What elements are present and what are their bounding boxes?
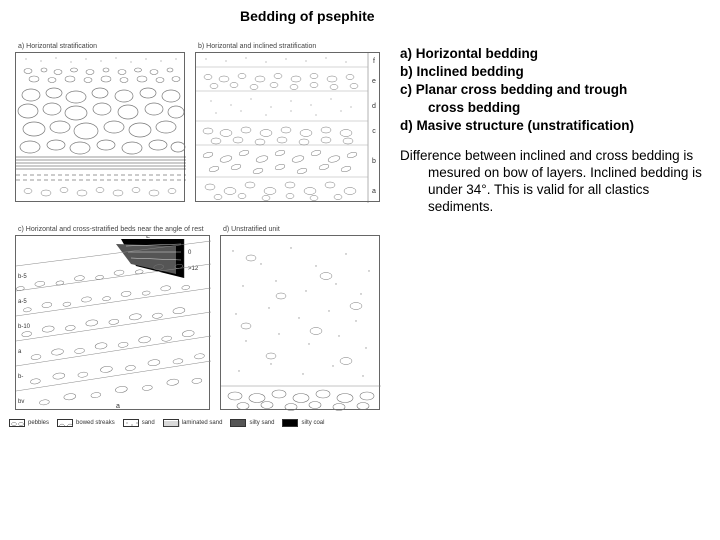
legend-pebbles: pebbles [9,419,49,427]
legend-silty-sand: silty sand [230,419,274,427]
svg-text:a: a [116,403,120,410]
panel-d: d) Unstratified unit [220,235,380,410]
panel-b-caption: b) Horizontal and inclined stratificatio… [198,43,316,50]
panel-d-caption: d) Unstratified unit [223,226,280,233]
list-item-a: a) Horizontal bedding [400,46,710,63]
list-item-c2: cross bedding [400,100,710,117]
svg-text:b-5: b-5 [18,274,27,280]
list-item-d: d) Masive structure (unstratification) [400,118,710,135]
legend-label: pebbles [28,420,49,426]
legend: pebbles bowed streaks sand laminated san… [9,416,381,430]
svg-text:c: c [372,128,376,135]
svg-text:0: 0 [188,250,192,256]
svg-text:f: f [373,58,375,65]
panel-a-caption: a) Horizontal stratification [18,43,97,50]
svg-text:L: L [146,236,150,240]
legend-sand: sand [123,419,155,427]
svg-text:e: e [372,78,376,85]
panel-b-diagram: f e d c b a [196,53,381,203]
legend-silty-coal: silty coal [282,419,324,427]
panel-c-caption: c) Horizontal and cross-stratified beds … [18,226,204,233]
panel-a: a) Horizontal stratification [15,52,185,202]
svg-text:a-5: a-5 [18,299,27,305]
paragraph-text: Difference between inclined and cross be… [400,148,710,216]
svg-text:b-: b- [18,374,23,380]
legend-label: laminated sand [182,420,223,426]
list-item-c1: c) Planar cross bedding and trough [400,82,710,99]
svg-text:a: a [372,188,376,195]
panel-b: b) Horizontal and inclined stratificatio… [195,52,380,202]
text-block: a) Horizontal bedding b) Inclined beddin… [400,46,710,216]
svg-text:a: a [18,349,22,355]
svg-text:b: b [372,158,376,165]
legend-label: silty sand [249,420,274,426]
legend-laminated: laminated sand [163,419,223,427]
legend-label: bowed streaks [76,420,115,426]
legend-label: sand [142,420,155,426]
page-title: Bedding of psephite [240,8,375,24]
svg-text:bv: bv [18,399,24,405]
figure-area: a) Horizontal stratification [5,40,385,430]
paragraph: Difference between inclined and cross be… [400,148,710,216]
panel-c-diagram: L 0 >12 [16,236,211,411]
svg-text:d: d [372,103,376,110]
panel-a-diagram [16,53,186,203]
legend-label: silty coal [301,420,324,426]
svg-text:b-10: b-10 [18,324,31,330]
list-item-b: b) Inclined bedding [400,64,710,81]
panel-d-diagram [221,236,381,411]
panel-c: c) Horizontal and cross-stratified beds … [15,235,210,410]
legend-bowed: bowed streaks [57,419,115,427]
